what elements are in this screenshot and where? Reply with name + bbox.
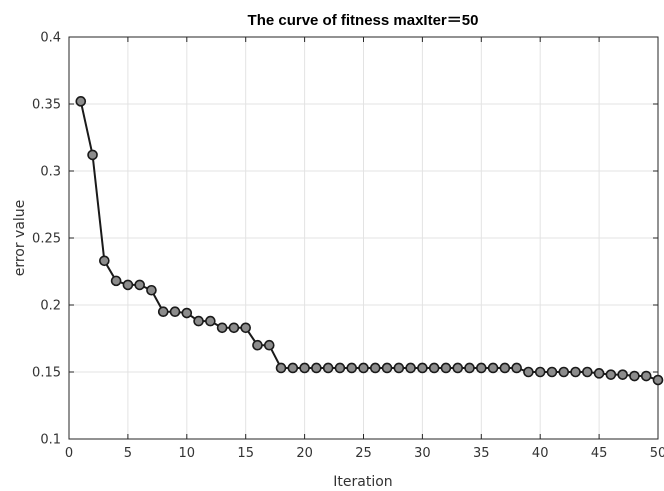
x-axis-label: Iteration bbox=[333, 474, 392, 490]
data-point bbox=[452, 362, 464, 374]
data-point bbox=[605, 369, 617, 380]
data-point bbox=[252, 339, 263, 351]
data-point bbox=[428, 362, 440, 374]
data-point bbox=[299, 362, 310, 374]
y-tick-label: 0.1 bbox=[40, 433, 61, 448]
data-point bbox=[440, 362, 452, 374]
data-point bbox=[134, 279, 145, 291]
x-tick-label: 45 bbox=[591, 446, 608, 461]
x-tick-label: 50 bbox=[650, 446, 664, 461]
data-point bbox=[629, 370, 640, 382]
y-tick-label: 0.4 bbox=[40, 31, 61, 46]
data-point bbox=[334, 362, 346, 374]
y-axis-label: error value bbox=[12, 200, 28, 277]
x-tick-label: 25 bbox=[355, 446, 372, 461]
x-tick-label: 5 bbox=[124, 446, 132, 461]
data-point bbox=[417, 362, 428, 374]
data-point bbox=[499, 362, 511, 374]
data-point bbox=[546, 366, 558, 378]
data-point bbox=[157, 306, 169, 318]
x-tick-label: 20 bbox=[296, 446, 313, 461]
data-point bbox=[381, 362, 393, 374]
y-tick-label: 0.35 bbox=[32, 98, 61, 113]
data-point bbox=[487, 362, 499, 374]
data-point bbox=[640, 370, 652, 382]
data-point bbox=[558, 366, 570, 378]
data-point bbox=[99, 255, 110, 267]
data-point bbox=[169, 306, 181, 318]
data-point bbox=[511, 362, 522, 374]
data-point bbox=[75, 96, 87, 107]
x-tick-label: 30 bbox=[414, 446, 431, 461]
x-tick-label: 35 bbox=[473, 446, 490, 461]
data-point bbox=[346, 362, 358, 374]
x-tick-label: 0 bbox=[65, 446, 73, 461]
y-tick-label: 0.15 bbox=[32, 366, 61, 381]
data-point bbox=[275, 362, 287, 374]
point-layer bbox=[75, 96, 664, 386]
data-point bbox=[228, 322, 240, 334]
data-point bbox=[617, 369, 628, 380]
data-point bbox=[369, 362, 381, 374]
data-point bbox=[216, 322, 228, 334]
data-point bbox=[110, 275, 122, 287]
series-line bbox=[79, 101, 659, 381]
data-point bbox=[582, 366, 593, 378]
y-tick-label: 0.25 bbox=[32, 232, 61, 247]
x-tick-label: 10 bbox=[179, 446, 196, 461]
data-point bbox=[534, 366, 546, 378]
data-point bbox=[523, 366, 534, 378]
data-point bbox=[358, 362, 369, 374]
data-point bbox=[311, 362, 322, 374]
x-tick-label: 15 bbox=[237, 446, 254, 461]
data-point bbox=[263, 339, 275, 351]
data-point bbox=[393, 362, 405, 374]
y-tick-label: 0.3 bbox=[40, 165, 61, 180]
data-point bbox=[181, 307, 193, 319]
data-point bbox=[240, 322, 251, 334]
data-point bbox=[122, 279, 134, 291]
data-point bbox=[593, 368, 605, 379]
data-point bbox=[405, 362, 416, 374]
data-point bbox=[464, 362, 475, 374]
chart-title: The curve of fitness maxIter＝50 bbox=[248, 12, 479, 29]
data-point bbox=[146, 284, 157, 296]
data-point bbox=[322, 362, 334, 374]
data-point bbox=[287, 362, 299, 374]
data-point bbox=[475, 362, 487, 374]
data-point bbox=[87, 149, 98, 161]
data-point bbox=[205, 315, 216, 327]
y-tick-label: 0.2 bbox=[40, 299, 61, 314]
tick-layer: 0 5 10 15 20 25 30 35 40 45 50 0.1 0.15 0.2 0.25 0.3 0.3… bbox=[32, 31, 664, 462]
data-point bbox=[570, 366, 581, 378]
data-point bbox=[193, 315, 204, 327]
grid-layer bbox=[68, 36, 659, 440]
data-point bbox=[652, 374, 664, 386]
x-tick-label: 40 bbox=[532, 446, 549, 461]
